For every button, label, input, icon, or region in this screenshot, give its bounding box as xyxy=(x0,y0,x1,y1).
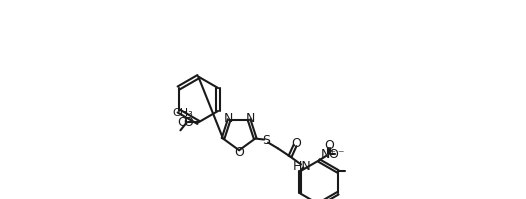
Text: N: N xyxy=(245,112,255,125)
Text: HN: HN xyxy=(292,160,311,173)
Text: S: S xyxy=(262,134,270,147)
Text: CH₃: CH₃ xyxy=(173,108,194,118)
Text: O: O xyxy=(234,146,244,159)
Text: O: O xyxy=(291,137,301,150)
Text: O: O xyxy=(325,139,334,152)
Text: N: N xyxy=(224,112,233,125)
Text: O: O xyxy=(184,116,194,129)
Text: O: O xyxy=(177,116,187,129)
Text: N⁺: N⁺ xyxy=(321,148,337,161)
Text: O⁻: O⁻ xyxy=(329,148,345,161)
